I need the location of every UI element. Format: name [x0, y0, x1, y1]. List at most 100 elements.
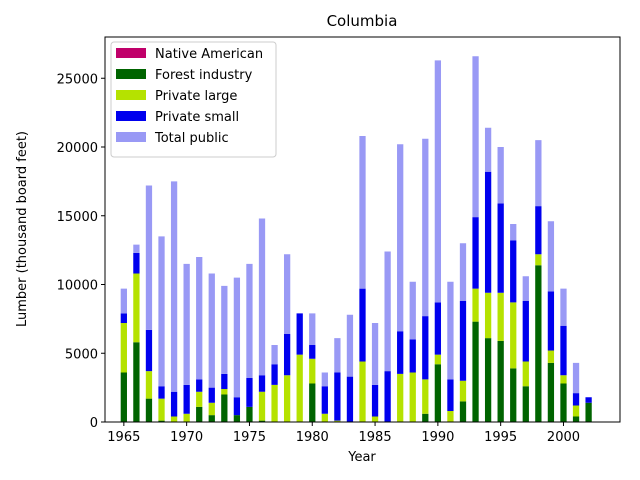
bar-forest-industry-2000 — [560, 383, 567, 422]
bar-private-large-1977 — [271, 384, 278, 423]
bar-total-public-1976 — [258, 218, 266, 376]
bar-forest-industry-2001 — [572, 416, 580, 422]
x-tick-label-1975: 1975 — [233, 430, 266, 445]
bar-forest-industry-2002 — [585, 402, 592, 422]
bar-total-public-1974 — [233, 277, 241, 398]
bar-total-public-1995 — [497, 147, 504, 204]
bar-private-small-1976 — [258, 375, 266, 392]
legend-label-private-large: Private large — [155, 89, 237, 104]
bar-private-small-1998 — [535, 206, 542, 255]
bar-private-large-1995 — [497, 292, 504, 341]
bar-private-small-1996 — [510, 240, 517, 303]
bar-private-large-1966 — [133, 273, 140, 343]
bar-private-large-1998 — [535, 254, 542, 266]
bar-private-small-1970 — [183, 384, 190, 414]
bar-private-large-1972 — [208, 402, 215, 416]
bar-private-small-1969 — [170, 391, 178, 417]
bar-private-small-1980 — [309, 345, 316, 359]
bar-private-large-1965 — [120, 323, 127, 373]
x-tick-label-2000: 2000 — [547, 430, 580, 445]
y-tick-label-0: 0 — [90, 416, 98, 431]
bar-private-small-2000 — [560, 325, 567, 376]
y-tick-label-15000: 15000 — [57, 210, 98, 225]
bar-total-public-1968 — [158, 236, 165, 387]
bar-total-public-1972 — [208, 273, 215, 388]
legend-label-forest-industry: Forest industry — [155, 68, 253, 83]
legend-swatch-private-small — [116, 111, 146, 121]
bar-private-large-1993 — [472, 288, 479, 322]
legend-label-native-american: Native American — [155, 47, 263, 62]
bar-total-public-1988 — [409, 281, 416, 340]
bar-forest-industry-1973 — [221, 394, 228, 422]
bar-private-large-1985 — [371, 416, 379, 422]
bar-private-large-1970 — [183, 413, 190, 422]
bar-private-small-1994 — [484, 171, 492, 293]
bar-total-public-1994 — [484, 127, 492, 172]
bar-forest-industry-1965 — [120, 372, 127, 422]
bar-private-small-1999 — [547, 291, 555, 351]
x-tick-label-1995: 1995 — [484, 430, 517, 445]
bar-total-public-1970 — [183, 263, 190, 385]
x-tick-label-1970: 1970 — [170, 430, 203, 445]
bar-private-large-1967 — [145, 371, 153, 399]
bar-private-small-1984 — [359, 288, 366, 362]
bar-forest-industry-1974 — [233, 415, 241, 423]
bar-private-small-1993 — [472, 217, 479, 289]
bar-private-large-1980 — [309, 358, 316, 384]
bar-total-public-1997 — [522, 276, 529, 301]
bar-total-public-1993 — [472, 56, 479, 218]
bar-private-large-1987 — [397, 373, 404, 423]
bar-private-small-1968 — [158, 386, 165, 399]
bar-total-public-1980 — [309, 313, 316, 346]
bar-private-small-2002 — [585, 397, 592, 403]
bar-private-small-1977 — [271, 364, 278, 385]
bar-forest-industry-1967 — [145, 398, 153, 423]
bar-private-small-2001 — [572, 393, 580, 406]
bar-private-small-1982 — [334, 372, 341, 421]
bar-private-small-1991 — [447, 379, 454, 412]
bar-private-small-1979 — [296, 313, 303, 355]
bar-forest-industry-1997 — [522, 386, 529, 422]
bar-forest-industry-1994 — [484, 338, 492, 423]
bar-private-small-1986 — [384, 371, 391, 423]
bar-private-small-1989 — [422, 316, 429, 380]
bar-private-small-1981 — [321, 386, 328, 414]
bar-private-small-1983 — [346, 376, 354, 423]
bar-private-small-1987 — [397, 331, 404, 374]
bar-total-public-1977 — [271, 345, 278, 365]
x-axis-label: Year — [347, 450, 376, 465]
y-axis-label: Lumber (thousand board feet) — [15, 131, 30, 327]
bar-private-small-1973 — [221, 373, 228, 390]
bar-private-large-1996 — [510, 302, 517, 369]
bar-total-public-1987 — [397, 144, 404, 332]
bar-total-public-1966 — [133, 244, 140, 253]
legend-swatch-private-large — [116, 90, 146, 100]
bar-total-public-1996 — [510, 224, 517, 241]
bar-forest-industry-1998 — [535, 265, 542, 422]
bar-private-large-1971 — [196, 391, 203, 407]
bar-private-large-1973 — [221, 389, 228, 395]
legend: Native American Forest industry Private la… — [110, 41, 277, 158]
bar-private-small-1966 — [133, 252, 140, 274]
legend-label-total-public: Total public — [154, 131, 229, 146]
bar-forest-industry-1976 — [258, 420, 266, 423]
bar-private-small-1990 — [434, 302, 442, 355]
bar-private-large-1997 — [522, 361, 529, 387]
bar-forest-industry-1995 — [497, 340, 504, 423]
bar-total-public-1978 — [283, 254, 291, 334]
bar-total-public-1975 — [246, 263, 253, 379]
bars-group — [120, 56, 592, 423]
bar-private-large-1988 — [409, 372, 416, 422]
bar-total-public-1982 — [334, 338, 341, 373]
bar-total-public-1983 — [346, 314, 354, 377]
y-tick-label-20000: 20000 — [57, 141, 98, 156]
bar-total-public-1981 — [321, 372, 328, 387]
bar-total-public-1990 — [434, 60, 442, 303]
bar-private-large-1981 — [321, 413, 328, 422]
bar-private-small-1974 — [233, 397, 241, 416]
bar-private-large-1990 — [434, 354, 442, 365]
bar-private-large-1978 — [283, 375, 291, 422]
bar-private-small-1972 — [208, 387, 215, 403]
bar-total-public-1973 — [221, 285, 228, 374]
